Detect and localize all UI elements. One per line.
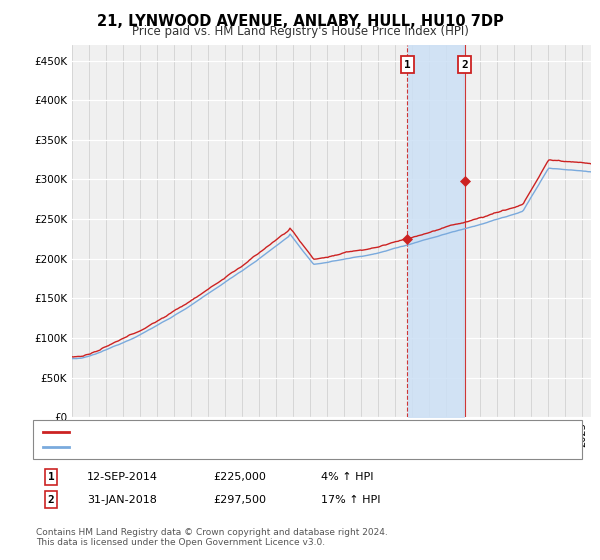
Text: £225,000: £225,000 xyxy=(213,472,266,482)
Text: 17% ↑ HPI: 17% ↑ HPI xyxy=(321,494,380,505)
Text: HPI: Average price, detached house, East Riding of Yorkshire: HPI: Average price, detached house, East… xyxy=(75,442,391,452)
Text: 31-JAN-2018: 31-JAN-2018 xyxy=(87,494,157,505)
Text: 4% ↑ HPI: 4% ↑ HPI xyxy=(321,472,373,482)
Text: 12-SEP-2014: 12-SEP-2014 xyxy=(87,472,158,482)
Text: £297,500: £297,500 xyxy=(213,494,266,505)
Text: 2: 2 xyxy=(47,494,55,505)
Text: 1: 1 xyxy=(47,472,55,482)
Text: Price paid vs. HM Land Registry's House Price Index (HPI): Price paid vs. HM Land Registry's House … xyxy=(131,25,469,38)
Text: 1: 1 xyxy=(404,59,410,69)
Text: 21, LYNWOOD AVENUE, ANLABY, HULL, HU10 7DP: 21, LYNWOOD AVENUE, ANLABY, HULL, HU10 7… xyxy=(97,14,503,29)
Text: Contains HM Land Registry data © Crown copyright and database right 2024.
This d: Contains HM Land Registry data © Crown c… xyxy=(36,528,388,547)
Text: 21, LYNWOOD AVENUE, ANLABY, HULL, HU10 7DP (detached house): 21, LYNWOOD AVENUE, ANLABY, HULL, HU10 7… xyxy=(75,427,428,437)
Text: 2: 2 xyxy=(461,59,468,69)
